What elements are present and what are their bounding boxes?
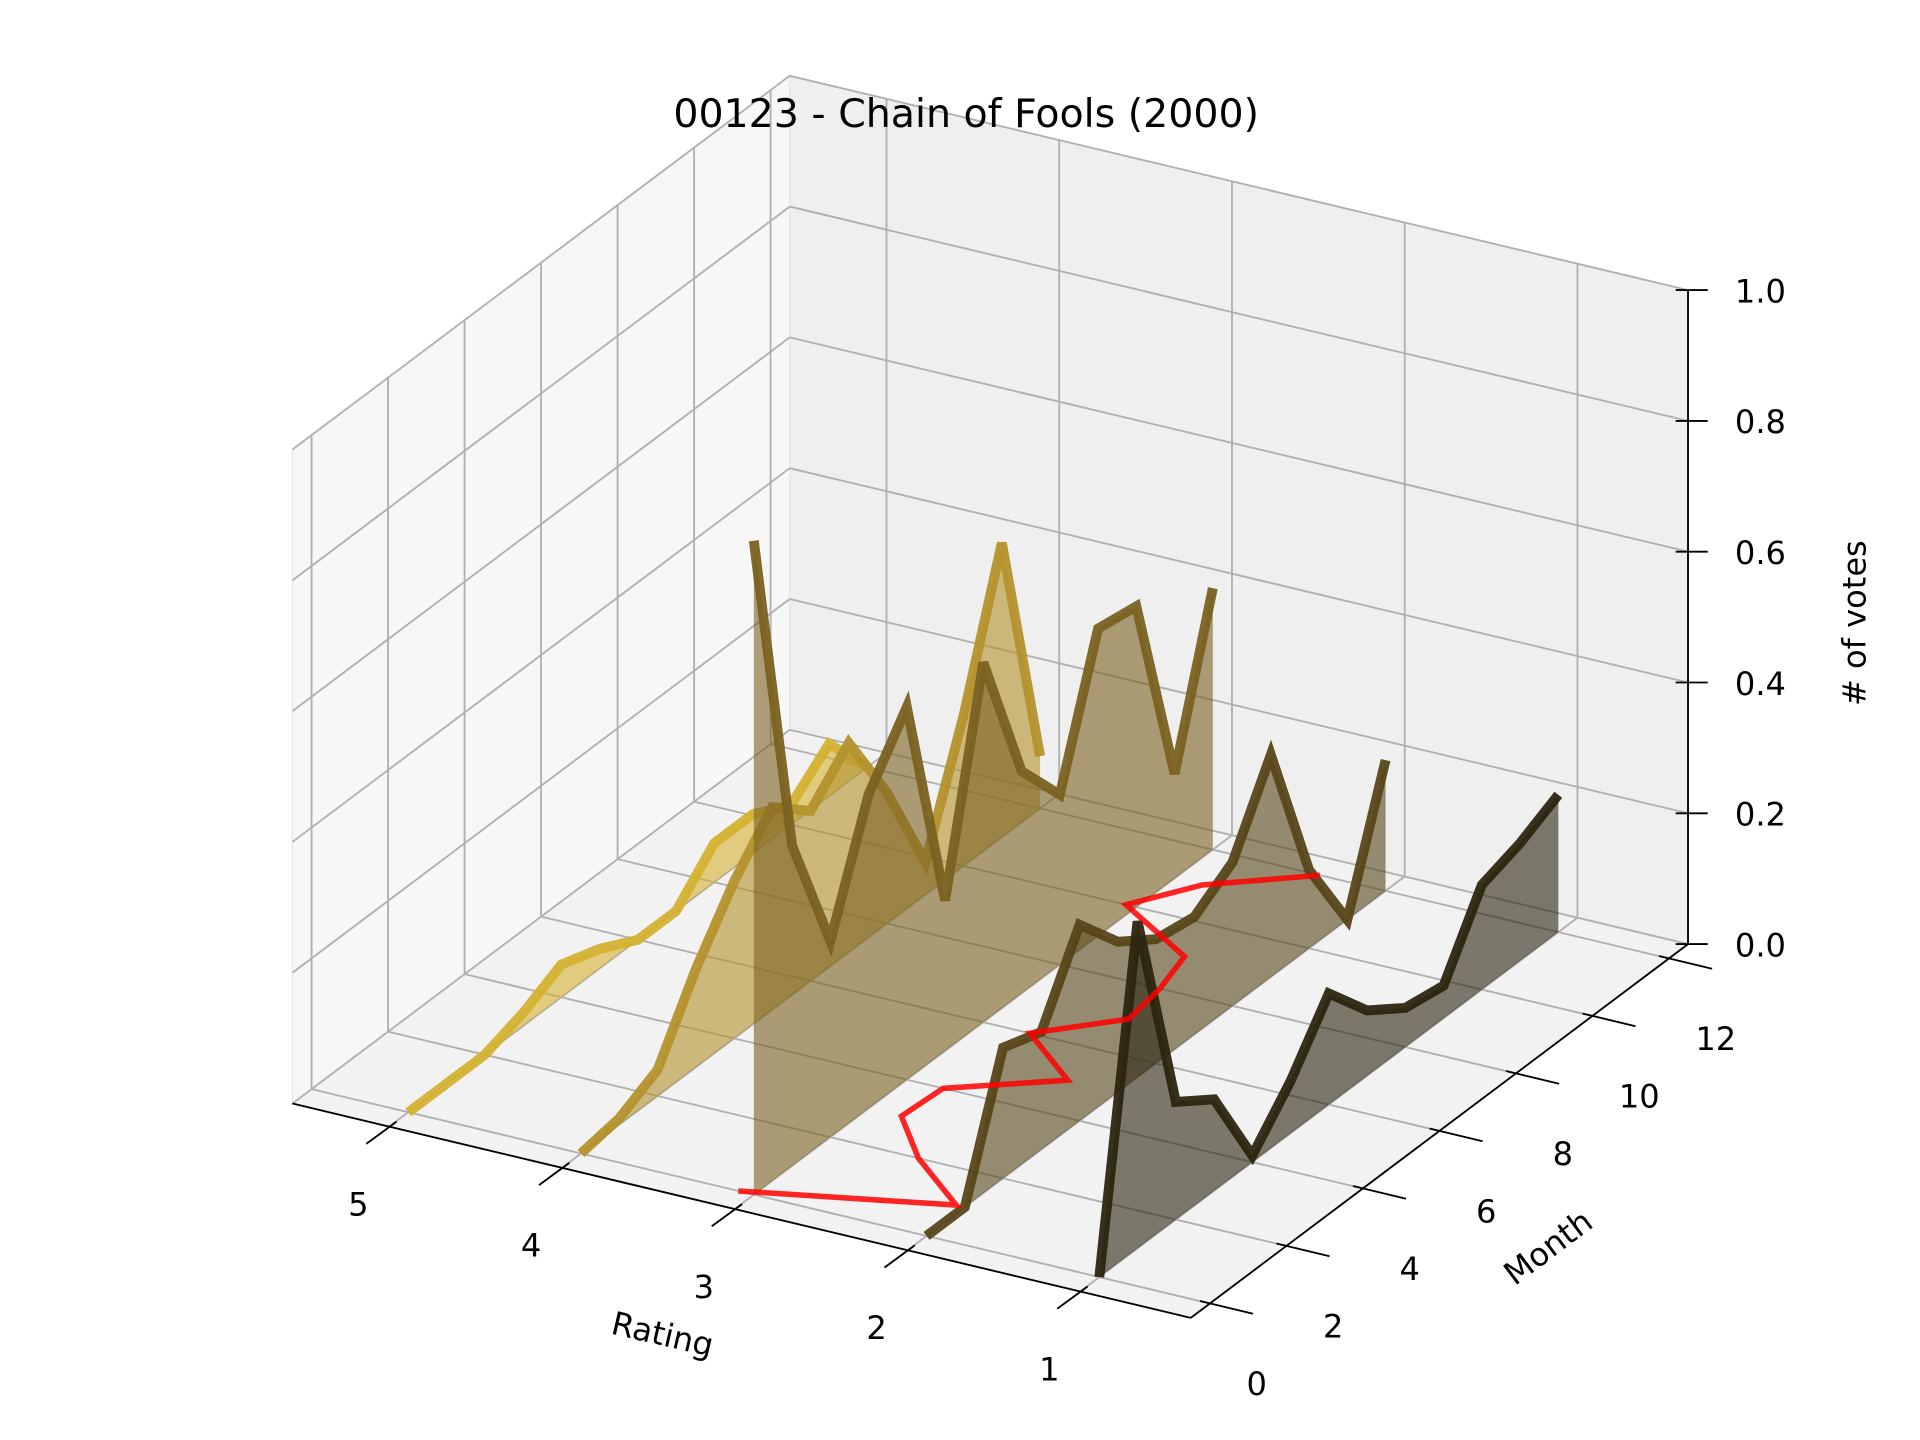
grid-line xyxy=(291,598,791,974)
grid-line xyxy=(291,729,791,1105)
z-tick-label: 0.2 xyxy=(1735,796,1786,834)
z-tick-label: 0.4 xyxy=(1735,665,1786,703)
grid-line xyxy=(311,1088,1211,1305)
tick-mark xyxy=(711,1203,743,1228)
y-tick-label: 12 xyxy=(1695,1020,1736,1058)
series-line xyxy=(577,541,1045,1158)
grid-line xyxy=(789,467,1689,684)
y-axis-label: Month xyxy=(1497,1202,1600,1293)
tick-mark xyxy=(1199,1300,1254,1315)
series-line xyxy=(1094,791,1563,1278)
plot-area xyxy=(405,540,1563,1278)
grid-line xyxy=(789,205,1689,422)
grid-line xyxy=(789,598,1689,815)
grid-line xyxy=(291,467,791,843)
y-tick-label: 10 xyxy=(1619,1077,1660,1115)
tick-mark xyxy=(1505,1070,1560,1085)
x-tick-label: 5 xyxy=(348,1185,368,1223)
mean-rating-line xyxy=(738,872,1321,1209)
grid-line xyxy=(291,75,791,451)
tick-mark xyxy=(1658,955,1713,970)
area-fill xyxy=(1099,794,1559,1278)
x-tick-label: 3 xyxy=(694,1268,714,1306)
z-tick-label: 0.0 xyxy=(1735,926,1786,964)
series-line xyxy=(923,739,1391,1240)
x-tick-label: 1 xyxy=(1039,1350,1059,1388)
tick-mark xyxy=(1352,1185,1407,1200)
tick-mark xyxy=(365,1120,398,1145)
tick-mark xyxy=(538,1162,570,1186)
area-fill xyxy=(753,540,1213,1195)
y-tick-label: 4 xyxy=(1400,1250,1420,1288)
grid-line xyxy=(291,336,791,712)
y-tick-label: 8 xyxy=(1553,1135,1573,1173)
tick-mark xyxy=(1582,1012,1636,1028)
chart-title: 00123 - Chain of Fools (2000) xyxy=(673,91,1259,137)
y-tick-label: 2 xyxy=(1323,1307,1343,1345)
grid-line xyxy=(789,74,1689,291)
tick-mark xyxy=(1276,1242,1330,1258)
z-axis-label: # of votes xyxy=(1836,540,1874,706)
z-tick-label: 0.8 xyxy=(1735,403,1786,441)
area-fill xyxy=(581,542,1041,1154)
x-axis-line xyxy=(292,1102,1191,1319)
tick-mark xyxy=(1429,1127,1483,1143)
y-tick-label: 6 xyxy=(1476,1192,1496,1230)
x-tick-label: 2 xyxy=(866,1309,886,1347)
z-tick-label: 0.6 xyxy=(1735,534,1786,572)
tick-mark xyxy=(883,1244,916,1269)
series-line xyxy=(748,540,1218,957)
x-tick-label: 4 xyxy=(521,1227,541,1265)
z-tick-label: 1.0 xyxy=(1735,272,1786,310)
grid-line xyxy=(789,336,1689,553)
y-tick-label: 0 xyxy=(1247,1365,1267,1403)
grid-line xyxy=(291,205,791,582)
tick-mark xyxy=(1056,1285,1089,1310)
x-axis-label: Rating xyxy=(608,1304,717,1364)
